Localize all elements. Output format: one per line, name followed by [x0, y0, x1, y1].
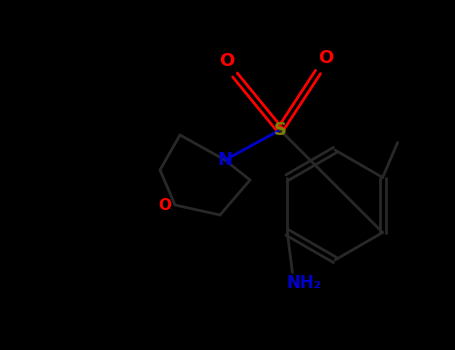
Text: O: O — [219, 52, 235, 70]
Text: O: O — [158, 197, 172, 212]
Text: NH₂: NH₂ — [287, 273, 322, 292]
Text: N: N — [217, 151, 233, 169]
Text: S: S — [273, 121, 287, 139]
Text: O: O — [318, 49, 334, 67]
